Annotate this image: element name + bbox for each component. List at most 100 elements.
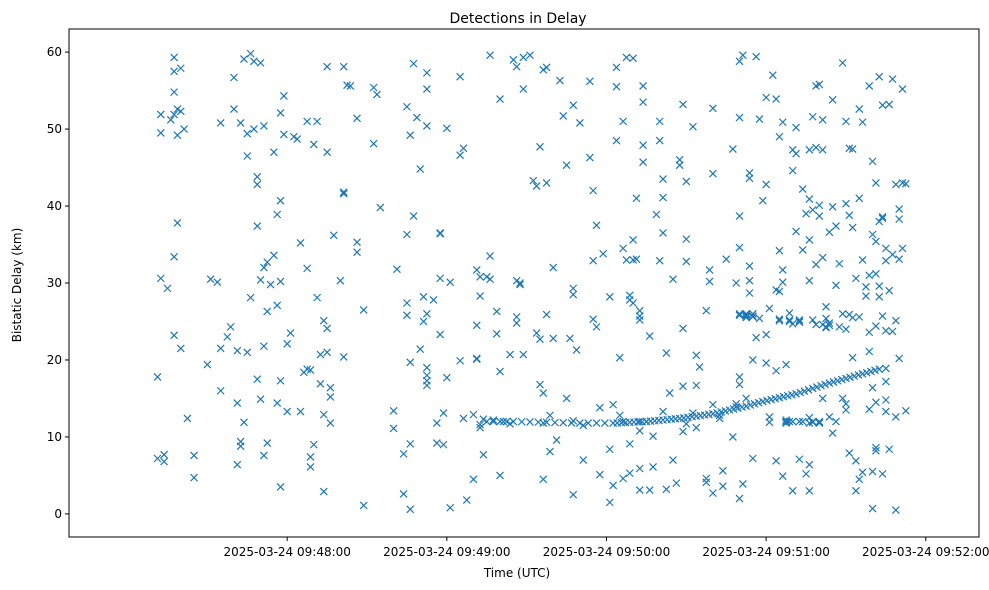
data-point <box>775 132 784 141</box>
data-point <box>881 244 890 253</box>
data-point <box>542 63 551 72</box>
track-point <box>704 410 713 419</box>
track-point <box>688 412 697 421</box>
data-point <box>170 88 179 97</box>
data-point <box>765 304 774 313</box>
data-point <box>805 235 814 244</box>
data-point <box>406 505 415 514</box>
data-point <box>785 417 794 426</box>
data-point <box>655 256 664 265</box>
data-point <box>323 348 332 357</box>
data-point <box>293 135 302 143</box>
data-point <box>170 252 179 261</box>
data-point <box>738 51 747 60</box>
data-point <box>446 503 455 512</box>
data-point <box>682 177 691 186</box>
data-point <box>629 235 638 244</box>
data-point <box>303 117 312 126</box>
data-point <box>645 332 654 341</box>
data-point <box>226 322 235 331</box>
data-point <box>496 367 504 376</box>
x-tick-label: 2025-03-24 09:52:00 <box>862 545 989 559</box>
data-point <box>632 194 641 203</box>
data-point <box>639 98 647 107</box>
track-point <box>771 394 780 403</box>
data-point <box>492 307 501 316</box>
data-point <box>745 289 754 297</box>
data-point <box>639 82 647 90</box>
data-point <box>865 347 874 356</box>
data-point <box>901 179 910 188</box>
data-point <box>476 423 485 432</box>
data-point <box>486 252 494 260</box>
data-point <box>309 140 318 149</box>
data-point <box>855 194 864 203</box>
data-point <box>682 235 691 244</box>
data-point <box>692 351 701 360</box>
data-point <box>842 325 850 334</box>
data-point <box>625 469 634 478</box>
data-point <box>499 417 508 426</box>
data-point <box>689 122 697 131</box>
data-point <box>775 287 784 296</box>
data-point <box>762 330 771 339</box>
data-point <box>565 334 574 343</box>
data-point <box>359 501 368 510</box>
data-point <box>818 145 827 154</box>
data-point <box>822 302 830 311</box>
data-point <box>402 311 411 320</box>
data-point <box>432 419 441 428</box>
data-point <box>163 284 172 293</box>
data-point <box>589 186 598 195</box>
data-point <box>353 114 361 123</box>
data-point <box>536 335 544 344</box>
data-point <box>263 307 272 316</box>
data-point <box>526 51 534 60</box>
track-point <box>551 418 559 427</box>
data-point <box>772 456 781 465</box>
data-point <box>273 301 282 310</box>
data-point <box>569 490 578 499</box>
data-point <box>812 143 820 152</box>
data-point <box>316 379 325 388</box>
data-point <box>359 306 368 314</box>
data-point <box>881 377 890 386</box>
data-point <box>442 124 451 133</box>
data-point <box>878 469 887 478</box>
data-point <box>323 324 332 333</box>
data-point <box>885 286 894 295</box>
data-point <box>639 158 647 167</box>
data-point <box>439 409 448 418</box>
data-point <box>552 436 561 444</box>
data-point <box>589 256 598 265</box>
data-point <box>529 176 538 185</box>
data-point <box>250 125 258 133</box>
data-point <box>735 113 744 122</box>
x-axis-label: Time (UTC) <box>483 566 550 580</box>
data-point <box>592 322 601 331</box>
data-point <box>246 293 255 302</box>
track-point <box>638 417 647 426</box>
data-point <box>832 281 840 290</box>
data-point <box>166 115 175 124</box>
data-point <box>885 445 894 454</box>
data-point <box>323 148 332 157</box>
data-point <box>509 55 518 64</box>
data-point <box>895 205 904 214</box>
data-point <box>818 394 827 403</box>
data-point <box>835 322 844 331</box>
data-point <box>675 161 684 170</box>
data-point <box>865 328 874 337</box>
data-point <box>881 396 890 404</box>
data-point <box>835 259 844 268</box>
data-point <box>748 312 757 321</box>
data-point <box>805 145 814 154</box>
data-point <box>230 73 238 82</box>
track-point <box>592 419 601 428</box>
data-point <box>170 53 179 62</box>
data-point <box>762 359 771 367</box>
data-point <box>459 144 468 153</box>
data-point <box>476 420 485 429</box>
data-point <box>512 312 521 321</box>
track-point <box>482 417 491 426</box>
